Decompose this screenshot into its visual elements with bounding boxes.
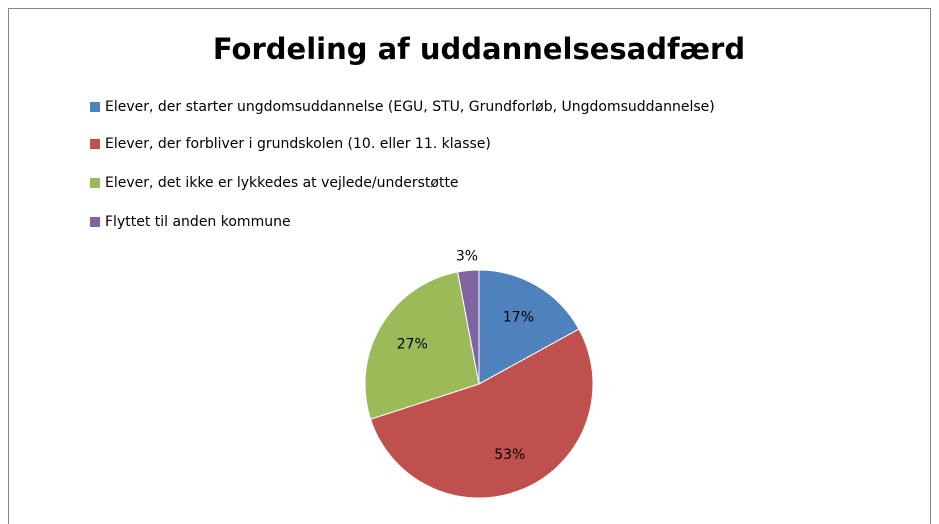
legend-swatch xyxy=(90,217,100,227)
pie-slice xyxy=(364,271,480,420)
legend-label: Elever, der starter ungdomsuddannelse (E… xyxy=(105,99,715,115)
pie-slice xyxy=(369,328,594,499)
pie-slice xyxy=(478,269,580,385)
data-label: 53% xyxy=(494,447,525,463)
legend-label: Elever, der forbliver i grundskolen (10.… xyxy=(105,136,491,152)
data-label: 17% xyxy=(503,309,534,325)
legend-label: Flyttet til anden kommune xyxy=(105,214,291,230)
legend-swatch xyxy=(90,139,100,149)
legend-label: Elever, det ikke er lykkedes at vejlede/… xyxy=(105,175,459,191)
data-label: 3% xyxy=(456,249,478,265)
pie-slice xyxy=(457,269,480,385)
legend-swatch xyxy=(90,102,100,112)
legend-swatch xyxy=(90,178,100,188)
chart-title: Fordeling af uddannelsesadfærd xyxy=(213,32,745,66)
data-label: 27% xyxy=(397,337,428,353)
